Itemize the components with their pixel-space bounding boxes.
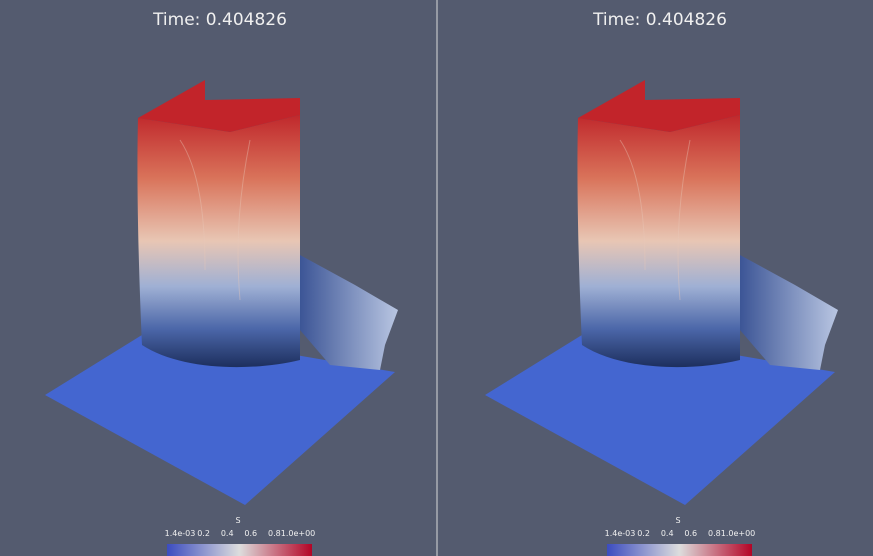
colorbar-tick-label: 0.6 (684, 529, 697, 538)
colorbar-label: S (235, 516, 240, 525)
colorbar (607, 544, 752, 556)
left-view (44, 79, 399, 506)
view-title: Time: 0.404826 (152, 10, 287, 30)
colorbar-tick-label: 0.8 (708, 529, 721, 538)
colorbar-tick-label: 0.2 (637, 529, 650, 538)
colorbar-tick-label: 0.8 (268, 529, 281, 538)
colorbar-tick-label: 0.2 (197, 529, 210, 538)
colorbar-tick-label: 0.4 (221, 529, 234, 538)
colorbar-tick-label: 1.4e-03 (165, 529, 196, 538)
colorbar-tick-label: 1.0e+00 (721, 529, 756, 538)
view-title: Time: 0.404826 (592, 10, 727, 30)
colorbar-label: S (675, 516, 680, 525)
colorbar (167, 544, 312, 556)
right-view (484, 79, 839, 506)
colorbar-tick-label: 0.4 (661, 529, 674, 538)
colorbar-tick-label: 1.0e+00 (281, 529, 316, 538)
colorbar-tick-label: 1.4e-03 (605, 529, 636, 538)
colorbar-tick-label: 0.6 (244, 529, 257, 538)
